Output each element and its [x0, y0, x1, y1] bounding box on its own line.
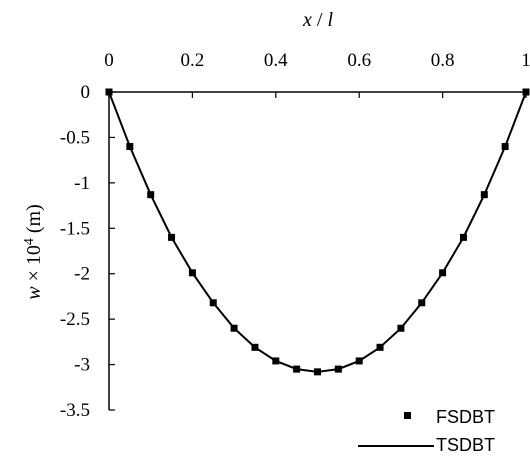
legend-marker-fsdbt: [404, 412, 411, 419]
data-point-fsdbt: [293, 365, 301, 373]
legend-label-fsdbt: FSDBT: [436, 407, 495, 427]
data-point-fsdbt: [168, 233, 176, 241]
legend: FSDBT TSDBT: [358, 407, 495, 455]
data-point-fsdbt: [501, 143, 509, 151]
data-point-fsdbt: [418, 299, 426, 307]
axes: [108, 91, 526, 410]
data-point-fsdbt: [522, 88, 530, 96]
data-point-fsdbt: [376, 343, 384, 351]
data-point-fsdbt: [230, 324, 238, 332]
plot-area: [105, 88, 530, 376]
y-tick-label: -3.5: [60, 400, 90, 421]
data-point-fsdbt: [272, 357, 280, 365]
y-axis-title: w × 104 (m): [22, 204, 46, 300]
x-ticks: 0 0.2 0.4 0.6 0.8 1: [104, 50, 530, 98]
legend-label-tsdbt: TSDBT: [436, 435, 495, 455]
y-tick-label: -0.5: [60, 127, 90, 148]
y-ticks: 0 -0.5 -1 -1.5 -2 -2.5 -3 -3.5: [60, 82, 115, 421]
y-tick-label: -2: [74, 264, 90, 285]
y-tick-label: -1: [74, 173, 90, 194]
data-point-fsdbt: [314, 368, 321, 376]
data-point-fsdbt: [439, 269, 447, 277]
data-point-fsdbt: [209, 299, 217, 307]
data-point-fsdbt: [188, 269, 196, 277]
data-point-fsdbt: [147, 191, 155, 199]
data-point-fsdbt: [105, 88, 113, 96]
data-point-fsdbt: [459, 233, 467, 241]
y-tick-label: -1.5: [60, 218, 90, 239]
series-line-tsdbt: [108, 91, 527, 373]
x-tick-label: 0.8: [431, 50, 455, 71]
data-point-fsdbt: [334, 365, 342, 373]
x-tick-label: 0.2: [181, 50, 205, 71]
x-tick-label: 0.6: [347, 50, 371, 71]
x-tick-label: 1: [521, 50, 530, 71]
data-point-fsdbt: [251, 343, 259, 351]
data-point-fsdbt: [355, 357, 363, 365]
x-axis-title: x / l: [302, 9, 333, 31]
y-tick-label: 0: [81, 82, 91, 103]
data-point-fsdbt: [480, 191, 488, 199]
x-tick-label: 0.4: [264, 50, 288, 71]
y-tick-label: -2.5: [60, 309, 90, 330]
data-point-fsdbt: [397, 324, 405, 332]
data-point-fsdbt: [126, 143, 134, 151]
y-tick-label: -3: [74, 355, 90, 376]
x-tick-label: 0: [104, 50, 114, 71]
